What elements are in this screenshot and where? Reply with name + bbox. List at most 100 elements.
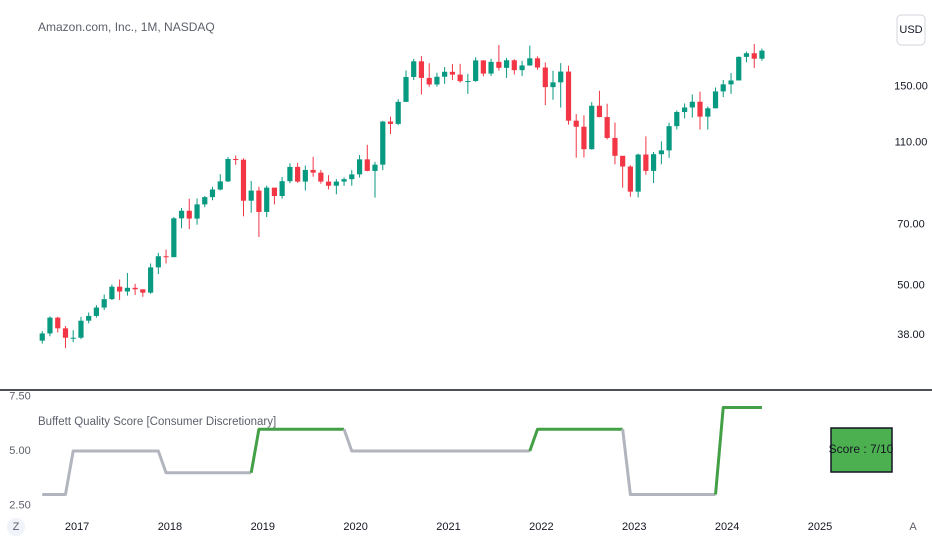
candle-body bbox=[148, 267, 154, 293]
indicator-y-tick-label: 2.50 bbox=[9, 499, 30, 511]
candle-body bbox=[666, 126, 672, 151]
candle-body bbox=[225, 158, 231, 182]
indicator-pane bbox=[42, 405, 762, 497]
candle-body bbox=[248, 190, 254, 201]
candle-body bbox=[589, 105, 595, 150]
price-pane bbox=[39, 44, 765, 349]
candle-body bbox=[39, 333, 45, 341]
score-line bbox=[42, 449, 252, 497]
x-tick-label: 2020 bbox=[343, 521, 367, 533]
score-line bbox=[342, 428, 530, 453]
candle-body bbox=[712, 91, 719, 109]
candle-body bbox=[658, 150, 664, 155]
score-line bbox=[714, 405, 762, 495]
toolbar-button[interactable] bbox=[7, 518, 25, 536]
score-line bbox=[528, 427, 623, 452]
candle-body bbox=[643, 154, 649, 171]
toolbar-left-label[interactable]: Z bbox=[13, 521, 20, 533]
chart-title: Amazon.com, Inc., 1M, NASDAQ bbox=[38, 20, 215, 34]
currency-button[interactable] bbox=[896, 14, 926, 46]
score-line bbox=[621, 429, 716, 497]
candle-body bbox=[62, 328, 69, 338]
axes: 38.00 50.00 70.00 110.00 150.00 2017 2018 2019 2… bbox=[9, 81, 928, 533]
candle-body bbox=[496, 61, 502, 68]
candle-body bbox=[565, 71, 572, 121]
candle-body bbox=[55, 317, 61, 329]
candle-body bbox=[70, 337, 76, 339]
currency-label[interactable]: USD bbox=[899, 24, 922, 36]
candle-body bbox=[171, 218, 177, 258]
candle-body bbox=[511, 60, 517, 71]
candle-body bbox=[527, 58, 533, 66]
candle-body bbox=[217, 181, 223, 190]
candle-body bbox=[403, 76, 409, 102]
candle-body bbox=[604, 117, 610, 138]
candle-body bbox=[728, 80, 734, 85]
candle-body bbox=[395, 101, 401, 124]
candle-body bbox=[620, 155, 626, 167]
candle-body bbox=[751, 53, 757, 59]
candle-body bbox=[202, 197, 208, 205]
candle-body bbox=[318, 172, 324, 182]
candle-body bbox=[627, 166, 633, 192]
candle-body bbox=[426, 77, 432, 85]
candle-body bbox=[387, 121, 394, 124]
candle-body bbox=[596, 105, 603, 118]
candle-body bbox=[271, 187, 278, 197]
candle-body bbox=[93, 307, 99, 316]
candle-body bbox=[612, 137, 618, 156]
candle-body bbox=[480, 60, 486, 74]
x-tick-label: 2021 bbox=[436, 521, 460, 533]
candle-body bbox=[488, 61, 494, 74]
candle-body bbox=[519, 65, 525, 71]
candle-body bbox=[341, 179, 347, 182]
candle-body bbox=[581, 126, 587, 150]
x-tick-label: 2022 bbox=[529, 521, 553, 533]
candle-body bbox=[550, 82, 556, 88]
candle-body bbox=[155, 256, 161, 268]
candle-body bbox=[240, 159, 247, 201]
candle-body bbox=[86, 315, 92, 321]
candle-body bbox=[233, 158, 239, 160]
candle-body bbox=[411, 61, 417, 77]
candle-body bbox=[264, 187, 270, 212]
y-tick-label: 38.00 bbox=[897, 329, 925, 341]
candle-body bbox=[449, 71, 456, 75]
candle-body bbox=[117, 286, 123, 292]
candle-body bbox=[759, 50, 765, 59]
y-tick-label: 50.00 bbox=[897, 280, 925, 292]
candle-body bbox=[534, 58, 541, 68]
candle-body bbox=[542, 67, 548, 88]
candle-body bbox=[194, 204, 200, 219]
candle-body bbox=[442, 71, 448, 77]
x-tick-label: 2024 bbox=[715, 521, 739, 533]
candle-body bbox=[558, 71, 564, 83]
candle-body bbox=[178, 210, 185, 219]
candle-body bbox=[132, 287, 138, 290]
candle-body bbox=[674, 111, 680, 127]
score-box bbox=[830, 427, 893, 473]
candle-body bbox=[287, 166, 293, 182]
candle-body bbox=[573, 120, 579, 127]
candle-body bbox=[364, 159, 370, 171]
candle-body bbox=[186, 210, 192, 219]
candle-body bbox=[295, 166, 301, 182]
candle-body bbox=[457, 74, 463, 82]
candle-body bbox=[635, 154, 641, 192]
candle-body bbox=[209, 189, 216, 198]
y-tick-label: 70.00 bbox=[897, 219, 925, 231]
x-tick-label: 2018 bbox=[158, 521, 182, 533]
candle-body bbox=[418, 61, 425, 78]
candle-body bbox=[163, 256, 169, 258]
candle-body bbox=[325, 181, 332, 186]
candle-body bbox=[736, 56, 742, 81]
candle-body bbox=[302, 169, 308, 182]
candle-body bbox=[689, 101, 695, 108]
candle-body bbox=[310, 169, 316, 173]
toolbar-right-label[interactable]: A bbox=[909, 521, 917, 533]
candle-body bbox=[356, 159, 363, 175]
candle-body bbox=[697, 101, 703, 117]
x-tick-label: 2019 bbox=[251, 521, 275, 533]
